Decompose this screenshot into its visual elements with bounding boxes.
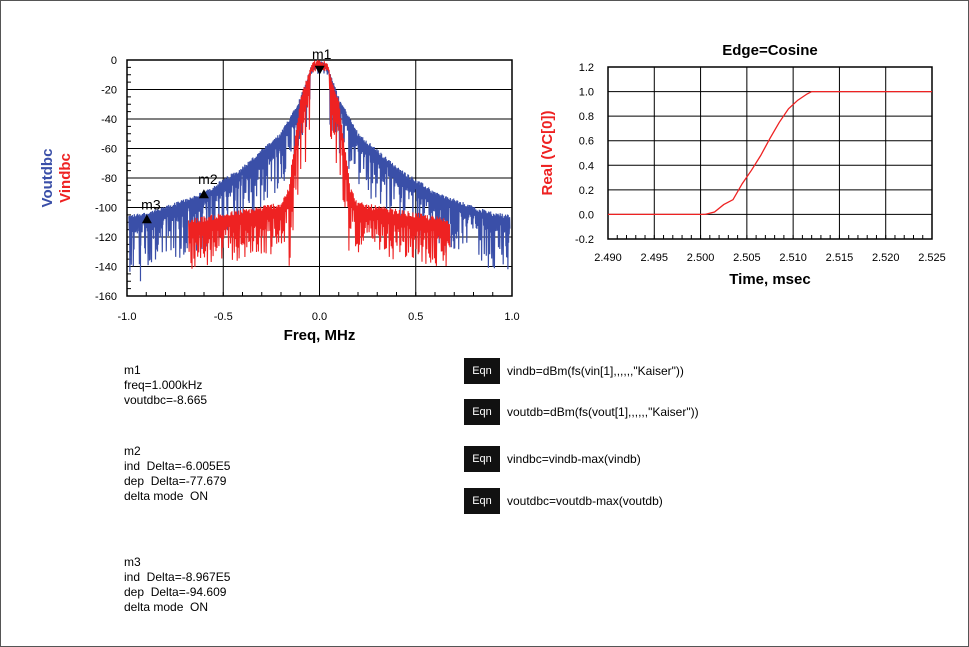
edge-y-tick-label: 0.4 <box>579 160 594 172</box>
marker-m1-readout: m1 freq=1.000kHz voutdbc=-8.665 <box>124 363 207 408</box>
eqn-badge: Eqn <box>464 358 500 384</box>
spectrum-y-tick-label: -140 <box>95 262 117 274</box>
series-edge-line <box>608 90 932 216</box>
edge-chart-title: Edge=Cosine <box>722 42 817 59</box>
readout-line: voutdbc=-8.665 <box>124 393 208 407</box>
spectrum-y-tick-label: -80 <box>101 173 117 185</box>
readout-line: freq=1.000kHz <box>124 378 203 392</box>
readout-line: delta mode ON <box>124 489 209 503</box>
readout-line: m2 <box>124 444 141 458</box>
equation-vindb[interactable]: Eqn vindb=dBm(fs(vin[1],,,,,,"Kaiser")) <box>464 358 684 384</box>
equation-text: voutdb=dBm(fs(vout[1],,,,,,"Kaiser")) <box>507 405 699 419</box>
marker-m3-label: m3 <box>141 196 161 212</box>
spectrum-x-tick-label: 0.0 <box>312 311 327 323</box>
spectrum-y-axis-label-vindbc: Vindbc <box>57 153 74 203</box>
edge-y-tick-label: 0.0 <box>579 209 594 221</box>
spectrum-y-tick-label: -160 <box>95 291 117 303</box>
marker-m2-readout: m2 ind Delta=-6.005E5 dep Delta=-77.679 … <box>124 444 230 504</box>
series-vindbc-line <box>188 60 451 269</box>
equation-vindbc[interactable]: Eqn vindbc=vindb-max(vindb) <box>464 446 641 472</box>
readout-line: dep Delta=-77.679 <box>124 474 227 488</box>
spectrum-x-tick-label: 0.5 <box>408 311 423 323</box>
readout-line: ind Delta=-8.967E5 <box>124 570 231 584</box>
eqn-badge: Eqn <box>464 446 500 472</box>
eqn-badge: Eqn <box>464 399 500 425</box>
edge-y-tick-label: -0.2 <box>575 234 594 246</box>
marker-m1-triangle <box>314 65 325 75</box>
edge-plot-border <box>607 66 933 240</box>
spectrum-y-tick-label: -20 <box>101 85 117 97</box>
spectrum-y-tick-label: -60 <box>101 144 117 156</box>
equation-text: voutdbc=voutdb-max(voutdb) <box>507 494 663 508</box>
edge-x-axis-label: Time, msec <box>729 271 810 288</box>
spectrum-x-tick-label: 1.0 <box>504 311 519 323</box>
readout-line: ind Delta=-6.005E5 <box>124 459 231 473</box>
edge-y-tick-label: 1.0 <box>579 87 594 99</box>
edge-y-axis-label: Real (VC[0]) <box>539 110 556 195</box>
readout-line: m3 <box>124 555 141 569</box>
equation-voutdbc[interactable]: Eqn voutdbc=voutdb-max(voutdb) <box>464 488 663 514</box>
eqn-badge: Eqn <box>464 488 500 514</box>
spectrum-y-tick-label: -120 <box>95 232 117 244</box>
readout-line: m1 <box>124 363 141 377</box>
spectrum-y-tick-label: -40 <box>101 114 117 126</box>
edge-x-tick-label: 2.500 <box>687 252 715 264</box>
equation-voutdb[interactable]: Eqn voutdb=dBm(fs(vout[1],,,,,,"Kaiser")… <box>464 399 699 425</box>
spectrum-y-tick-label: 0 <box>111 55 117 67</box>
spectrum-y-tick-label: -100 <box>95 203 117 215</box>
marker-m3-readout: m3 ind Delta=-8.967E5 dep Delta=-94.609 … <box>124 555 230 615</box>
edge-y-tick-label: 0.8 <box>579 111 594 123</box>
edge-x-tick-label: 2.490 <box>594 252 622 264</box>
edge-x-tick-label: 2.525 <box>918 252 946 264</box>
equation-text: vindb=dBm(fs(vin[1],,,,,,"Kaiser")) <box>507 364 684 378</box>
equation-text: vindbc=vindb-max(vindb) <box>507 452 641 466</box>
readout-line: dep Delta=-94.609 <box>124 585 227 599</box>
edge-y-tick-label: 1.2 <box>579 62 594 74</box>
edge-x-tick-label: 2.520 <box>872 252 900 264</box>
edge-x-tick-label: 2.515 <box>826 252 854 264</box>
spectrum-y-axis-label-voutdbc: Voutdbc <box>39 149 56 208</box>
edge-y-tick-label: 0.6 <box>579 136 594 148</box>
edge-y-tick-label: 0.2 <box>579 185 594 197</box>
spectrum-x-axis-label: Freq, MHz <box>284 327 356 344</box>
readout-line: delta mode ON <box>124 600 209 614</box>
marker-m3-triangle <box>141 214 152 224</box>
edge-x-tick-label: 2.505 <box>733 252 761 264</box>
edge-x-tick-label: 2.510 <box>779 252 807 264</box>
marker-m1-label: m1 <box>312 46 332 62</box>
spectrum-x-tick-label: -0.5 <box>214 311 233 323</box>
marker-m2-label: m2 <box>198 171 218 187</box>
edge-x-tick-label: 2.495 <box>641 252 669 264</box>
spectrum-x-tick-label: -1.0 <box>118 311 137 323</box>
marker-m2-triangle <box>198 189 209 199</box>
